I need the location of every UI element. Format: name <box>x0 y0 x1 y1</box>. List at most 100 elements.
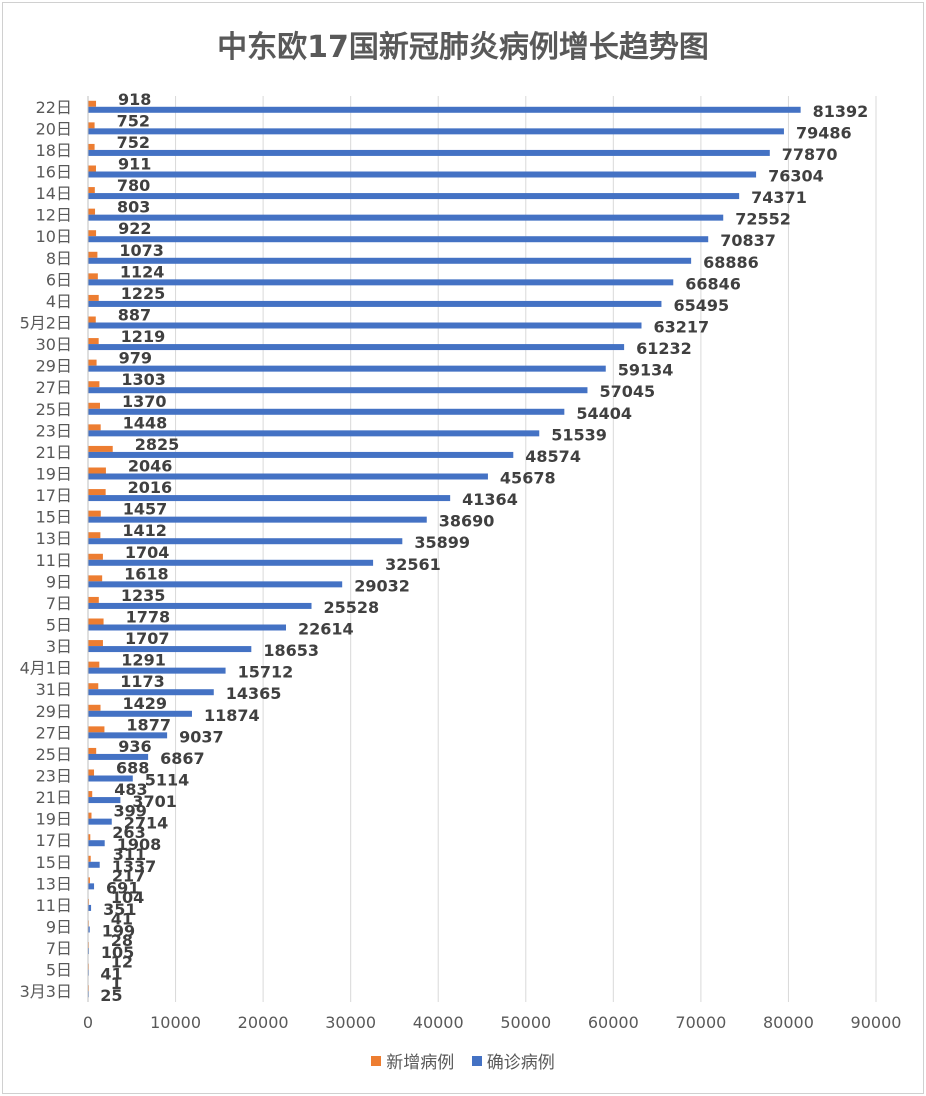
bar-confirmed-cases <box>88 775 133 782</box>
bar-confirmed-cases <box>88 538 403 545</box>
data-label-new-cases: 1 <box>111 974 122 993</box>
data-label-confirmed-cases: 63217 <box>653 318 709 337</box>
data-label-confirmed-cases: 54404 <box>576 404 632 423</box>
legend-label-new-cases: 新增病例 <box>386 1053 455 1073</box>
x-tick-label: 40000 <box>413 1013 464 1032</box>
bar-new-cases <box>88 187 95 194</box>
bar-confirmed-cases <box>88 106 801 113</box>
data-label-new-cases: 41 <box>111 910 133 929</box>
x-tick-label: 10000 <box>150 1013 201 1032</box>
y-tick-label: 7日 <box>46 594 72 613</box>
data-label-new-cases: 752 <box>117 133 150 152</box>
y-tick-label: 4日 <box>46 292 72 311</box>
data-label-confirmed-cases: 691 <box>106 878 139 897</box>
data-label-confirmed-cases: 2714 <box>124 814 169 833</box>
y-tick-label: 21日 <box>36 788 72 807</box>
y-tick-label: 11日 <box>36 896 72 915</box>
y-tick-label: 29日 <box>36 357 72 376</box>
y-tick-label: 31日 <box>36 680 72 699</box>
data-label-new-cases: 28 <box>111 931 133 950</box>
y-tick-label: 20日 <box>36 119 72 138</box>
bar-confirmed-cases <box>88 689 214 696</box>
x-tick-label: 60000 <box>588 1013 639 1032</box>
y-tick-label: 17日 <box>36 831 72 850</box>
bar-confirmed-cases <box>88 149 770 156</box>
data-label-new-cases: 979 <box>119 349 152 368</box>
x-tick-label: 0 <box>83 1013 93 1032</box>
bar-new-cases <box>88 769 95 776</box>
bar-confirmed-cases <box>88 710 192 717</box>
bar-confirmed-cases <box>88 344 625 351</box>
bar-new-cases <box>88 812 92 819</box>
data-label-confirmed-cases: 74371 <box>751 188 807 207</box>
y-tick-label: 27日 <box>36 723 72 742</box>
data-label-confirmed-cases: 25 <box>100 986 122 1005</box>
data-label-confirmed-cases: 22614 <box>298 620 354 639</box>
data-label-confirmed-cases: 51539 <box>551 425 607 444</box>
bar-new-cases <box>88 510 101 517</box>
data-label-confirmed-cases: 29032 <box>354 576 410 595</box>
y-tick-label: 11日 <box>36 551 72 570</box>
bar-new-cases <box>88 100 97 107</box>
data-label-confirmed-cases: 6867 <box>160 749 205 768</box>
bar-new-cases <box>88 877 90 884</box>
data-label-new-cases: 918 <box>118 90 151 109</box>
bar-new-cases <box>88 165 96 172</box>
bar-new-cases <box>88 359 97 366</box>
bar-confirmed-cases <box>88 753 149 760</box>
data-label-confirmed-cases: 57045 <box>599 382 655 401</box>
y-tick-label: 13日 <box>36 529 72 548</box>
legend-swatch-new-cases <box>371 1055 382 1066</box>
data-label-confirmed-cases: 1908 <box>117 835 162 854</box>
y-tick-label: 19日 <box>36 810 72 829</box>
data-label-confirmed-cases: 18653 <box>263 641 319 660</box>
data-label-confirmed-cases: 45678 <box>500 469 556 488</box>
data-label-confirmed-cases: 76304 <box>768 167 824 186</box>
y-tick-label: 3月3日 <box>20 982 72 1001</box>
bar-new-cases <box>88 704 101 711</box>
y-tick-label: 7日 <box>46 939 72 958</box>
data-label-new-cases: 936 <box>118 737 151 756</box>
y-tick-label: 3日 <box>46 637 72 656</box>
bar-confirmed-cases <box>88 473 488 480</box>
data-label-new-cases: 1291 <box>121 651 166 670</box>
data-label-confirmed-cases: 35899 <box>414 533 470 552</box>
data-label-confirmed-cases: 11874 <box>204 706 260 725</box>
bar-confirmed-cases <box>88 300 662 307</box>
legend-item-new-cases: 新增病例 <box>371 1048 454 1073</box>
bar-confirmed-cases <box>88 926 90 933</box>
legend-swatch-confirmed-cases <box>471 1055 482 1066</box>
bar-confirmed-cases <box>88 495 451 502</box>
y-tick-label: 5月2日 <box>20 314 72 333</box>
y-tick-label: 25日 <box>36 400 72 419</box>
legend: 新增病例 确诊病例 <box>0 1048 926 1073</box>
y-tick-label: 9日 <box>46 572 72 591</box>
data-label-new-cases: 1778 <box>126 608 171 627</box>
bar-new-cases <box>88 532 101 539</box>
y-tick-label: 18日 <box>36 141 72 160</box>
data-label-new-cases: 399 <box>113 802 146 821</box>
bar-confirmed-cases <box>88 516 427 523</box>
data-label-confirmed-cases: 5114 <box>145 771 190 790</box>
bar-new-cases <box>88 273 98 280</box>
bar-new-cases <box>88 596 99 603</box>
y-tick-label: 27日 <box>36 378 72 397</box>
bar-confirmed-cases <box>88 451 514 458</box>
data-labels: 1251241281054119910435121769131113372631… <box>100 90 868 1005</box>
data-label-new-cases: 1618 <box>124 564 169 583</box>
data-label-new-cases: 1457 <box>123 500 168 519</box>
data-label-new-cases: 911 <box>118 155 151 174</box>
y-tick-label: 6日 <box>46 270 72 289</box>
y-tick-label: 23日 <box>36 421 72 440</box>
bar-new-cases <box>88 316 96 323</box>
data-label-confirmed-cases: 66846 <box>685 274 741 293</box>
y-tick-label: 14日 <box>36 184 72 203</box>
data-label-confirmed-cases: 15712 <box>238 663 294 682</box>
data-label-new-cases: 1219 <box>121 327 166 346</box>
data-label-new-cases: 263 <box>112 823 145 842</box>
data-label-confirmed-cases: 351 <box>103 900 136 919</box>
bar-confirmed-cases <box>88 904 92 911</box>
data-label-new-cases: 311 <box>113 845 146 864</box>
bar-confirmed-cases <box>88 667 226 674</box>
